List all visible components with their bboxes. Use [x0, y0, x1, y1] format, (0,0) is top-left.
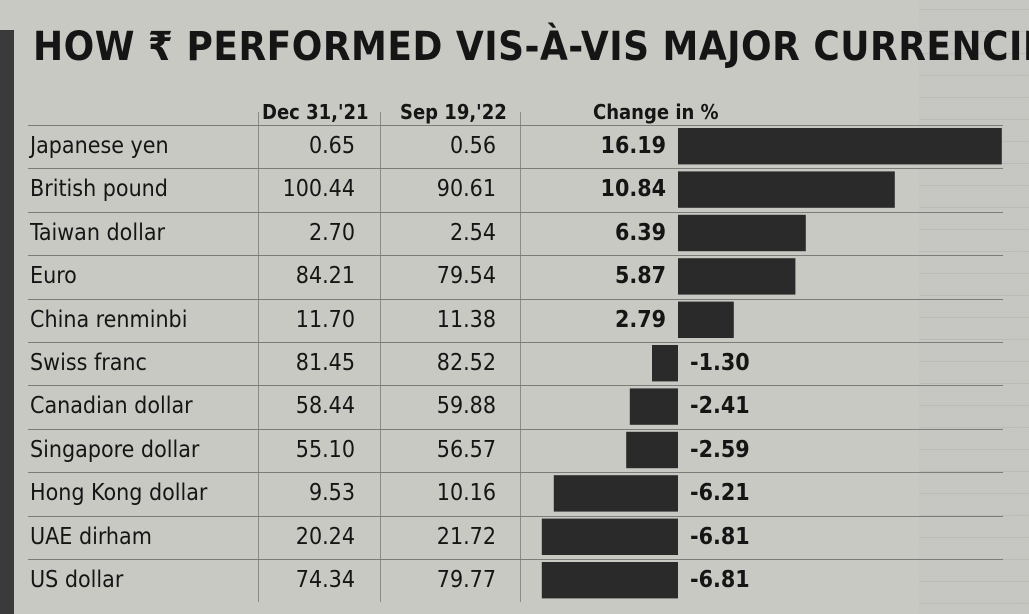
value-dec-2021: 81.45 [295, 350, 355, 376]
change-bar [629, 388, 678, 425]
change-bar [678, 258, 796, 295]
change-value-label: 10.84 [600, 176, 666, 203]
currency-name: Swiss franc [30, 350, 147, 376]
value-sep-2022: 82.52 [436, 350, 496, 376]
value-dec-2021: 11.70 [295, 306, 355, 333]
change-bar [553, 475, 678, 512]
change-bar [678, 171, 895, 208]
currency-name: Taiwan dollar [30, 219, 166, 246]
currency-name: Hong Kong dollar [30, 480, 208, 507]
value-dec-2021: 20.24 [295, 523, 355, 550]
column-divider [520, 112, 521, 602]
change-bar [541, 562, 678, 599]
value-sep-2022: 2.54 [449, 219, 496, 246]
row-divider [28, 298, 1003, 300]
value-dec-2021: 9.53 [308, 480, 355, 507]
currency-name: UAE dirham [30, 523, 152, 550]
value-dec-2021: 55.10 [295, 436, 355, 463]
change-bar [541, 518, 678, 555]
value-sep-2022: 21.72 [436, 523, 496, 550]
change-value-label: 2.79 [614, 306, 666, 333]
column-divider [258, 112, 259, 602]
chart-title: HOW ₹ PERFORMED VIS-À-VIS MAJOR CURRENCI… [33, 24, 1029, 70]
value-dec-2021: 74.34 [295, 567, 355, 593]
row-divider [28, 168, 1003, 170]
change-bar [652, 345, 678, 382]
change-bar [626, 431, 678, 469]
row-divider [28, 255, 1003, 257]
change-bar [678, 301, 734, 338]
currency-name: Euro [30, 263, 77, 290]
change-value-label: -6.81 [690, 567, 750, 593]
change-value-label: 16.19 [600, 133, 666, 159]
currency-name: Canadian dollar [30, 393, 193, 420]
page-edge-bar [0, 30, 14, 614]
row-divider [28, 385, 1003, 387]
change-bar [678, 214, 806, 252]
change-bar [678, 128, 1002, 165]
background-newsprint [919, 0, 1029, 614]
value-dec-2021: 0.65 [308, 133, 355, 159]
row-divider [28, 559, 1003, 560]
row-divider [28, 472, 1003, 474]
row-divider [28, 125, 1003, 126]
change-value-label: -2.41 [690, 393, 750, 420]
change-value-label: -6.21 [690, 480, 750, 507]
currency-name: British pound [30, 176, 168, 203]
value-dec-2021: 100.44 [282, 176, 355, 203]
change-value-label: -1.30 [690, 350, 750, 376]
value-sep-2022: 79.54 [436, 263, 496, 290]
value-dec-2021: 84.21 [295, 263, 355, 290]
change-value-label: -2.59 [690, 436, 750, 463]
header-sep: Sep 19,'22 [400, 100, 507, 124]
row-divider [28, 428, 1003, 430]
value-dec-2021: 58.44 [295, 393, 355, 420]
value-dec-2021: 2.70 [308, 219, 355, 246]
currency-name: China renminbi [30, 306, 188, 333]
header-change: Change in % [593, 100, 719, 124]
row-divider [28, 342, 1003, 343]
value-sep-2022: 59.88 [436, 393, 496, 420]
change-value-label: 5.87 [614, 263, 666, 290]
value-sep-2022: 90.61 [436, 176, 496, 203]
currency-name: Japanese yen [30, 133, 169, 159]
value-sep-2022: 56.57 [436, 436, 496, 463]
value-sep-2022: 0.56 [449, 133, 496, 159]
row-divider [28, 515, 1003, 517]
value-sep-2022: 79.77 [436, 567, 496, 593]
currency-name: Singapore dollar [30, 436, 200, 463]
header-dec: Dec 31,'21 [262, 100, 369, 124]
row-divider [28, 211, 1003, 213]
column-divider [380, 112, 381, 602]
change-value-label: -6.81 [690, 523, 750, 550]
value-sep-2022: 10.16 [436, 480, 496, 507]
currency-name: US dollar [30, 567, 124, 593]
value-sep-2022: 11.38 [436, 306, 496, 333]
change-value-label: 6.39 [614, 219, 666, 246]
